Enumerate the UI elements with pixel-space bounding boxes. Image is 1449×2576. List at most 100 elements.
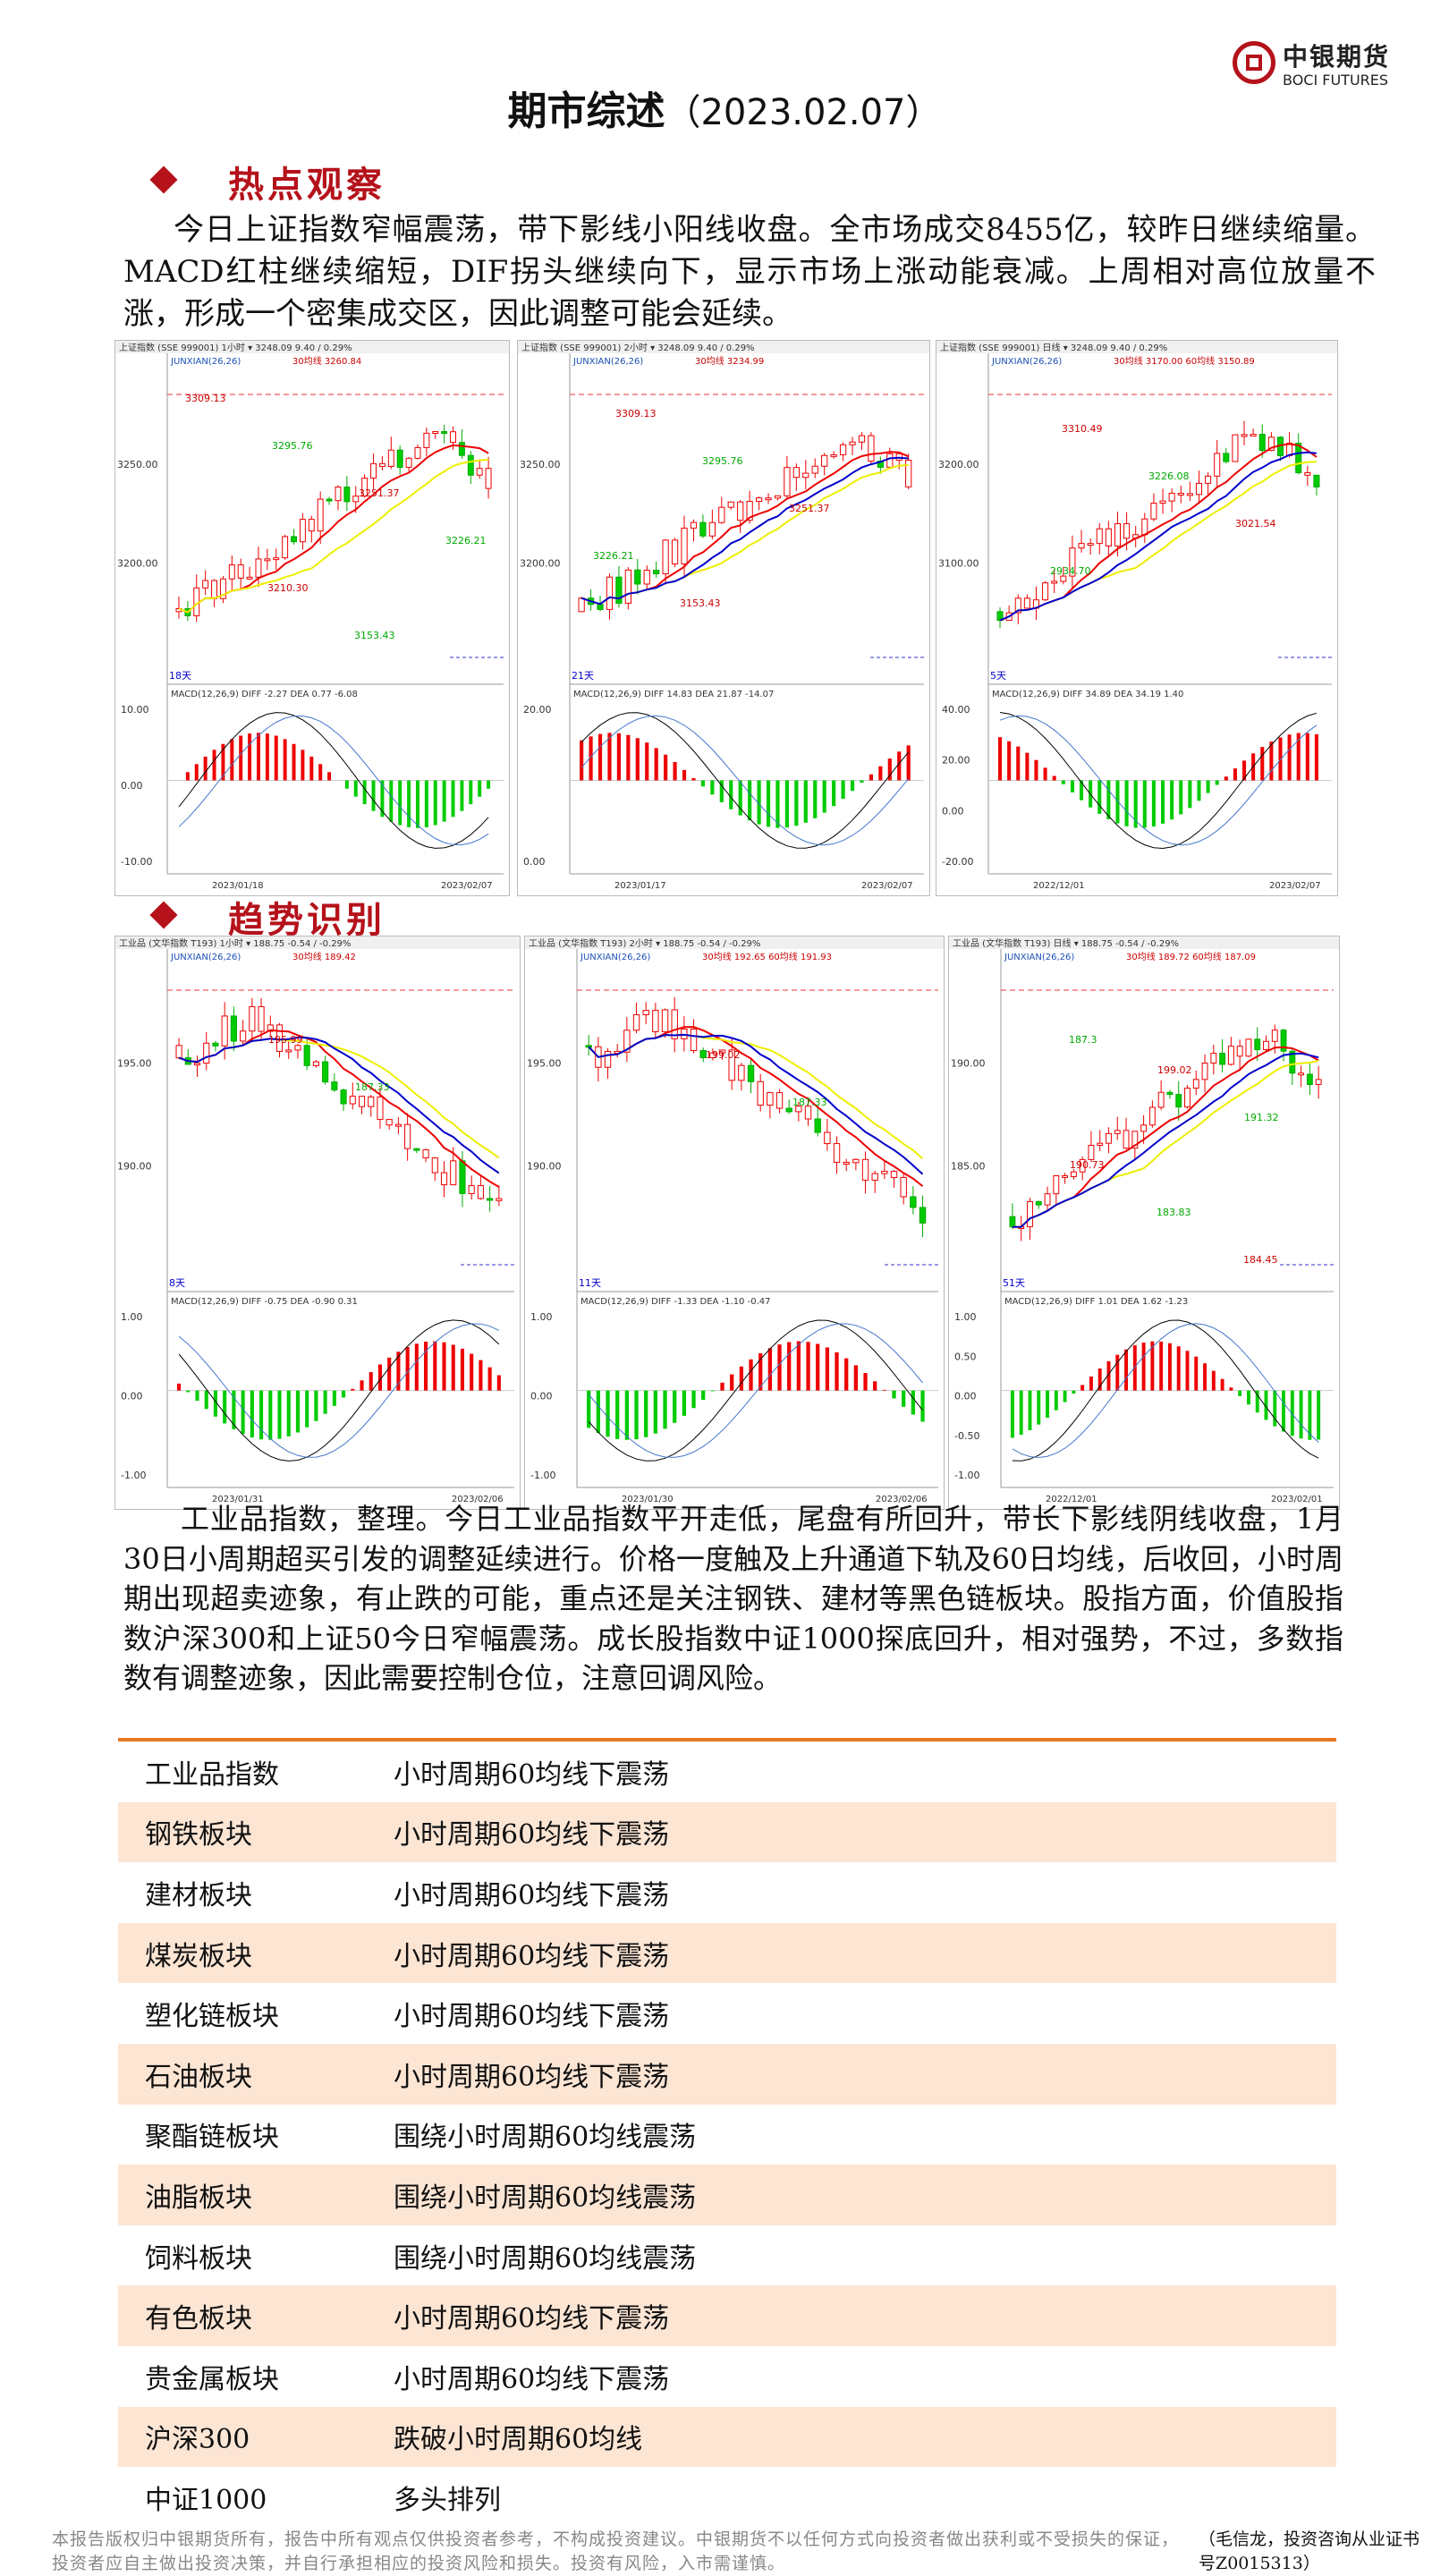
candle-body (662, 539, 669, 575)
sector-status: 多头排列 (394, 2484, 501, 2516)
table-row: 中证1000 多头排列 (118, 2467, 1336, 2528)
candle-body (709, 1052, 716, 1059)
candle-body (802, 472, 809, 479)
macd-tick-label: -1.00 (954, 1470, 979, 1481)
candle-body (1105, 528, 1112, 547)
candle-body (746, 501, 753, 521)
candle-body (1159, 500, 1166, 504)
sector-status: 跌破小时周期60均线 (394, 2424, 643, 2456)
price-mark-label: 3210.30 (267, 582, 309, 594)
candle-body (1042, 582, 1049, 601)
price-mark-label: 3226.21 (593, 550, 634, 562)
candle-body (282, 536, 289, 559)
candle-body (728, 1049, 735, 1081)
table-row: 钢铁板块 小时周期60均线下震荡 (118, 1801, 1336, 1863)
macd-tick-label: 1.00 (121, 1311, 143, 1323)
ma-yellow-line (1012, 1060, 1319, 1228)
diff-line (178, 1319, 500, 1462)
candle-body (1131, 1131, 1139, 1149)
candle-body (881, 1171, 888, 1174)
chart-header-bg (949, 936, 1339, 949)
candle-body (1035, 1200, 1042, 1206)
chart-header-text: 上证指数 (SSE 999001) 2小时 ▾ 3248.09 9.40 / 0… (521, 342, 755, 353)
chart-header-bg (115, 936, 520, 949)
candle-body (900, 1176, 907, 1198)
candle-body (1106, 1132, 1112, 1144)
sector-status: 小时周期60均线下震荡 (394, 2001, 670, 2033)
sector-status: 小时周期60均线下震荡 (394, 2303, 670, 2335)
candle-body (1175, 1094, 1182, 1108)
ma30-label: 30均线 189.42 (292, 951, 356, 962)
sector-status: 小时周期60均线下震荡 (394, 1940, 670, 1972)
candle-body (317, 498, 324, 532)
price-mark-label: 184.45 (1243, 1254, 1278, 1266)
macd-tick-label: 1.00 (954, 1311, 977, 1323)
price-mark-label: 3153.43 (680, 597, 721, 609)
y-tick-label: 3250.00 (520, 459, 561, 470)
candle-body (377, 1096, 384, 1121)
candle-body (386, 1119, 393, 1126)
candle-body (623, 1030, 631, 1053)
corner-label: 18天 (169, 670, 191, 682)
candle-body (1123, 1130, 1130, 1149)
macd-tick-label: 40.00 (942, 704, 970, 716)
candle-body (496, 1198, 503, 1201)
candle-body (1298, 1072, 1305, 1076)
table-row: 塑化链板块 小时周期60均线下震荡 (118, 1983, 1336, 2044)
chart-industrial-1h: 工业品 (文华指数 T193) 1小时 ▾ 188.75 -0.54 / -0.… (114, 936, 521, 1510)
candle-body (681, 527, 688, 564)
candle-body (387, 449, 394, 467)
candle-body (202, 580, 209, 589)
macd-tick-label: 0.00 (942, 805, 964, 817)
candle-body (1205, 475, 1212, 484)
price-mark-label: 187.3 (1069, 1034, 1097, 1046)
sector-status: 围绕小时周期60均线震荡 (394, 2182, 697, 2214)
date-label: 2023/01/30 (622, 1495, 674, 1504)
macd-label: MACD(12,26,9) DIFF 1.01 DEA 1.62 -1.23 (1004, 1297, 1188, 1307)
candle-body (1304, 471, 1311, 476)
date-label: 2023/02/06 (876, 1495, 928, 1504)
candle-body (643, 570, 650, 585)
sector-name: 油脂板块 (145, 2182, 252, 2214)
chart-header-text: 上证指数 (SSE 999001) 日线 ▾ 3248.09 9.40 / 0.… (940, 342, 1167, 353)
candle-body (1044, 1193, 1051, 1206)
candle-body (1295, 442, 1302, 473)
ma30-label: 30均线 189.72 60均线 187.09 (1126, 951, 1256, 962)
chart-header-text: 上证指数 (SSE 999001) 1小时 ▾ 3248.09 9.40 / 0… (119, 342, 352, 353)
candle-body (394, 1123, 402, 1127)
dea-line (178, 715, 489, 846)
table-row: 饲料板块 围绕小时周期60均线震荡 (118, 2225, 1336, 2286)
candle-body (368, 1096, 375, 1107)
corner-label: 51天 (1003, 1277, 1025, 1289)
chart-header-bg (936, 341, 1337, 353)
chart-sse-2h: 上证指数 (SSE 999001) 2小时 ▾ 3248.09 9.40 / 0… (517, 340, 930, 896)
candle-body (299, 519, 306, 543)
dea-line (178, 1323, 500, 1458)
candle-body (340, 1089, 347, 1105)
candle-body (1192, 1079, 1199, 1089)
candle-body (404, 1123, 411, 1149)
candle-body (1014, 597, 1021, 614)
macd-label: MACD(12,26,9) DIFF 34.89 DEA 34.19 1.40 (992, 690, 1183, 699)
macd-tick-label: -0.50 (954, 1430, 979, 1442)
candle-body (1097, 1142, 1104, 1146)
candle-body (632, 1013, 640, 1031)
section-heading-hot: 热点观察 (228, 164, 386, 206)
diff-line (178, 712, 489, 849)
candle-body (331, 1081, 338, 1091)
sector-status: 小时周期60均线下震荡 (394, 1879, 670, 1911)
candle-body (273, 557, 280, 561)
candle-body (378, 462, 386, 467)
macd-tick-label: -1.00 (121, 1470, 146, 1481)
price-mark-label: 3226.08 (1148, 470, 1190, 482)
candle-body (1070, 1171, 1077, 1177)
sector-name: 钢铁板块 (145, 1819, 252, 1852)
chart-header-text: 工业品 (文华指数 T193) 日线 ▾ 188.75 -0.54 / -0.2… (953, 937, 1179, 949)
candle-body (718, 506, 725, 523)
date-label: 2022/12/01 (1033, 881, 1085, 891)
candle-body (1141, 518, 1148, 536)
candle-body (1088, 1144, 1095, 1160)
candle-body (1306, 1073, 1313, 1086)
candle-body (459, 1160, 466, 1194)
candle-body (858, 435, 866, 443)
